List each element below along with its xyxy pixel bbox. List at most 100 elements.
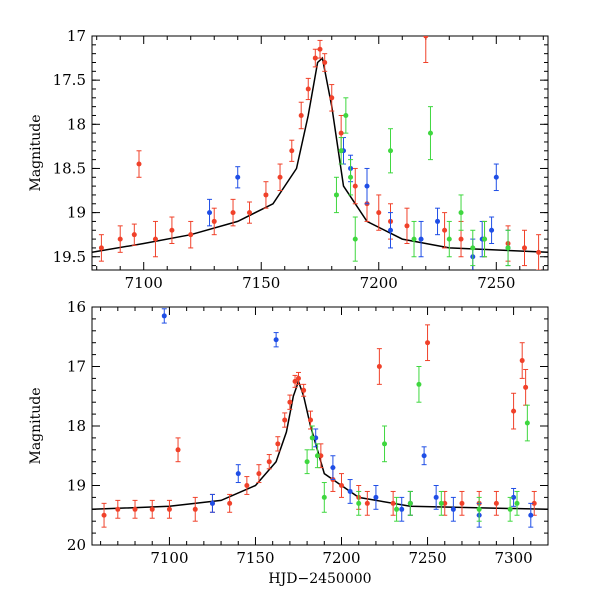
red-data-point — [511, 408, 517, 414]
green-data-point — [411, 236, 417, 242]
red-data-point — [175, 447, 181, 453]
blue-data-point — [388, 227, 394, 233]
green-data-point — [388, 148, 394, 154]
red-data-point — [101, 512, 107, 518]
green-data-point — [482, 236, 488, 242]
green-data-point — [348, 174, 354, 180]
blue-data-point — [435, 218, 441, 224]
y-tick-label: 19 — [67, 477, 86, 495]
blue-data-point — [235, 174, 241, 180]
red-data-point — [211, 218, 217, 224]
x-tick-label: 7200 — [360, 274, 398, 292]
red-data-point — [246, 210, 252, 216]
blue-data-point — [450, 506, 456, 512]
red-data-point — [152, 236, 158, 242]
blue-data-point — [347, 488, 353, 494]
y-tick-label: 19 — [67, 204, 86, 222]
green-data-point — [476, 506, 482, 512]
blue-data-point — [433, 494, 439, 500]
red-data-point — [188, 232, 194, 238]
green-data-point — [427, 130, 433, 136]
green-data-point — [356, 500, 362, 506]
red-data-point — [521, 245, 527, 251]
green-data-point — [304, 459, 310, 465]
blue-data-point — [373, 494, 379, 500]
red-data-point — [192, 506, 198, 512]
red-data-point — [493, 500, 499, 506]
top-panel-frame — [91, 35, 549, 271]
red-data-point — [115, 506, 121, 512]
red-data-point — [318, 453, 324, 459]
x-tick-label: 7150 — [236, 549, 274, 567]
green-data-point — [458, 210, 464, 216]
green-data-point — [514, 500, 520, 506]
green-data-point — [309, 435, 315, 441]
y-tick-label: 18 — [67, 417, 86, 435]
x-tick-label: 7100 — [125, 274, 163, 292]
y-tick-label: 18 — [67, 115, 86, 133]
blue-data-point — [421, 453, 427, 459]
y-tick-label: 17.5 — [53, 71, 86, 89]
red-data-point — [287, 399, 293, 405]
blue-data-point — [364, 183, 370, 189]
red-data-point — [312, 55, 318, 61]
red-data-point — [301, 387, 307, 393]
red-data-point — [117, 236, 123, 242]
blue-data-point — [207, 210, 213, 216]
bottom-panel: Magnitude HJD−2450000 7100 7150 7200 7250 73… — [28, 298, 549, 587]
blue-data-point — [528, 512, 534, 518]
green-data-point — [438, 500, 444, 506]
red-data-point — [317, 46, 323, 52]
blue-data-point — [161, 313, 167, 319]
y-tick-label: 20 — [67, 536, 86, 554]
red-data-point — [132, 506, 138, 512]
green-data-point — [470, 245, 476, 251]
red-data-point — [169, 227, 175, 233]
red-data-point — [266, 459, 272, 465]
green-data-point — [416, 381, 422, 387]
red-data-point — [329, 95, 335, 101]
bottom-panel-xlabel: HJD−2450000 — [268, 571, 371, 587]
x-tick-label: 7250 — [408, 549, 446, 567]
red-data-point — [282, 417, 288, 423]
red-data-point — [364, 500, 370, 506]
green-data-point — [407, 500, 413, 506]
green-data-point — [343, 112, 349, 118]
red-data-point — [339, 483, 345, 488]
red-data-point — [519, 358, 525, 364]
green-data-point — [314, 453, 320, 459]
x-tick-label: 7200 — [322, 549, 360, 567]
red-data-point — [295, 375, 301, 381]
red-data-point — [523, 384, 529, 390]
red-data-point — [256, 471, 262, 477]
red-data-point — [376, 210, 382, 216]
x-tick-label: 7100 — [150, 549, 188, 567]
red-data-point — [459, 500, 465, 506]
red-data-point — [131, 232, 137, 238]
red-data-point — [352, 183, 358, 189]
blue-data-point — [209, 500, 215, 506]
red-data-point — [458, 236, 464, 242]
green-data-point — [321, 494, 327, 500]
red-data-point — [298, 112, 304, 118]
blue-data-point — [511, 494, 517, 500]
green-data-point — [507, 506, 513, 512]
green-data-point — [352, 236, 358, 242]
top-panel-ylabel: Magnitude — [28, 114, 44, 191]
red-data-point — [277, 174, 283, 180]
red-data-point — [136, 161, 142, 167]
green-data-point — [382, 441, 388, 447]
red-data-point — [442, 500, 448, 506]
red-data-point — [275, 441, 281, 447]
bottom-panel-ylabel: Magnitude — [28, 387, 44, 464]
red-data-point — [536, 249, 542, 255]
red-data-point — [98, 245, 104, 251]
red-data-point — [338, 130, 344, 136]
red-data-point — [322, 59, 328, 65]
red-data-point — [227, 500, 233, 506]
x-tick-label: 7300 — [494, 549, 532, 567]
red-data-point — [149, 506, 155, 512]
red-data-point — [404, 223, 410, 229]
x-tick-label: 7250 — [477, 274, 515, 292]
